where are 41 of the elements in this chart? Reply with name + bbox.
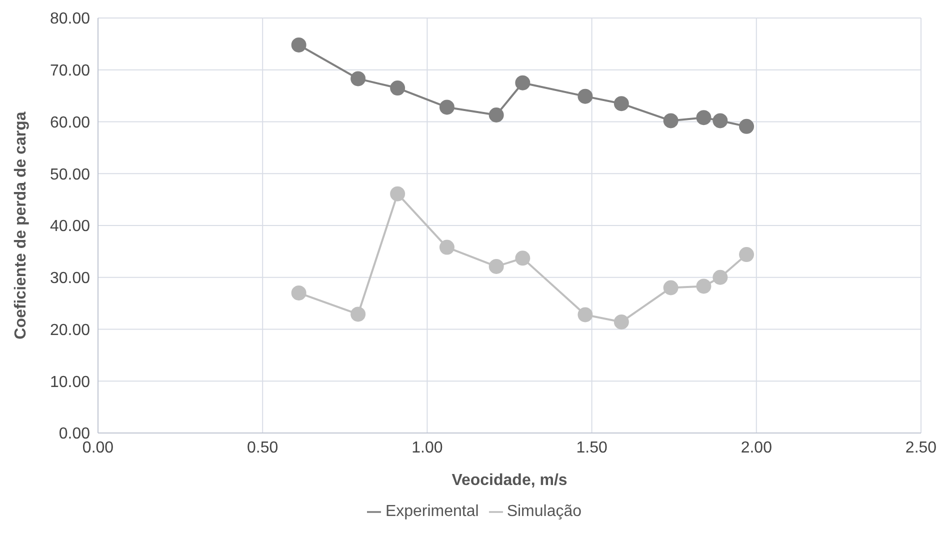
x-tick-label: 1.50 [576, 439, 608, 456]
point [696, 110, 712, 126]
point [390, 186, 406, 202]
point [663, 280, 678, 296]
point [578, 307, 593, 322]
x-tick-label: 2.50 [905, 439, 937, 456]
point [578, 88, 593, 104]
x-tick-label: 2.00 [740, 439, 772, 456]
y-tick-label: 40.00 [50, 218, 90, 236]
point [390, 80, 406, 96]
legend-label: Experimental [385, 503, 479, 520]
y-tick-label: 60.00 [50, 114, 90, 132]
point [614, 314, 629, 330]
point [488, 258, 504, 274]
y-tick-label: 50.00 [50, 166, 90, 184]
point [712, 270, 728, 285]
legend-label: Simulação [506, 503, 582, 520]
x-tick-label: 0.50 [247, 439, 278, 456]
point [515, 250, 530, 266]
point [515, 75, 530, 90]
y-axis-title: Coeficiente de perda de carga [12, 112, 30, 340]
x-axis-title: Veocidade, m/s [452, 472, 568, 489]
y-tick-label: 80.00 [50, 10, 90, 28]
point [739, 247, 754, 262]
point [696, 278, 712, 294]
point [291, 37, 306, 52]
point [488, 108, 504, 123]
point [350, 71, 366, 86]
point [712, 113, 728, 128]
point [614, 96, 629, 112]
y-tick-label: 30.00 [50, 270, 90, 288]
y-tick-label: 70.00 [50, 62, 90, 80]
point [439, 100, 454, 115]
y-tick-label: 10.00 [50, 374, 90, 391]
point [663, 113, 678, 128]
point [291, 285, 306, 300]
point [350, 306, 366, 322]
point [439, 240, 454, 255]
point [739, 118, 754, 134]
x-tick-label: 1.00 [412, 439, 443, 456]
y-tick-label: 20.00 [50, 322, 90, 339]
